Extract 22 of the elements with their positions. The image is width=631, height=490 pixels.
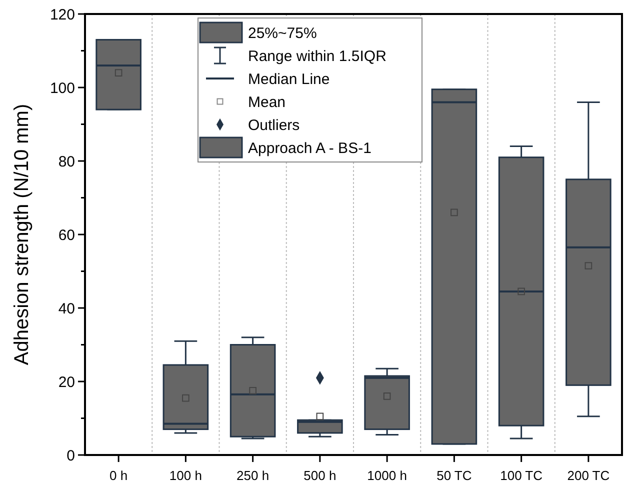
legend-label: Approach A - BS-1 bbox=[248, 140, 372, 157]
x-tick-label: 0 h bbox=[110, 468, 128, 483]
y-tick-label: 20 bbox=[58, 374, 75, 391]
y-tick-label: 100 bbox=[50, 80, 75, 97]
annotation: 25%~75% bbox=[248, 24, 317, 42]
annotation: Outliers bbox=[248, 116, 300, 134]
y-tick-label: 80 bbox=[58, 153, 75, 170]
y-axis-title: Adhesion strength (N/10 mm) bbox=[11, 104, 33, 366]
y-tick-label: 40 bbox=[58, 300, 75, 318]
y-tick-label: 0 bbox=[66, 447, 75, 464]
x-tick-label: 1000 h bbox=[367, 468, 407, 483]
y-tick-label: 120 bbox=[50, 6, 75, 24]
x-tick-label: 200 TC bbox=[567, 468, 610, 483]
y-tick-label: 60 bbox=[58, 226, 75, 244]
annotation: Median Line bbox=[248, 70, 330, 88]
x-tick-label: 250 h bbox=[236, 468, 270, 483]
x-tick-label: 500 h bbox=[304, 468, 336, 483]
annotation: Mean bbox=[248, 94, 286, 111]
x-tick-label: 50 TC bbox=[436, 468, 472, 483]
x-tick-label: 100 TC bbox=[500, 468, 543, 483]
annotation: Range within 1.5IQR bbox=[248, 48, 387, 65]
x-tick-label: 100 h bbox=[169, 468, 202, 483]
